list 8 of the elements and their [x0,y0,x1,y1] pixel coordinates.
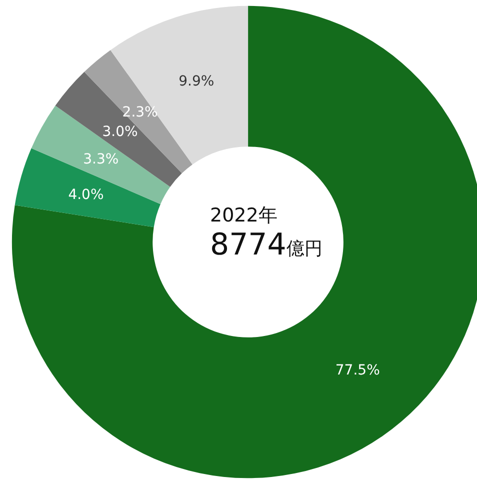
data-label: 9.9% [178,73,214,90]
data-label: 77.5% [335,362,380,378]
data-label: 3.0% [102,124,138,140]
data-label: 2.3% [122,104,158,120]
text: 2022年 [210,204,278,226]
data-label: 3.3% [83,151,119,168]
text: 8774億円 [210,228,322,262]
data-label: 4.0% [68,186,104,203]
